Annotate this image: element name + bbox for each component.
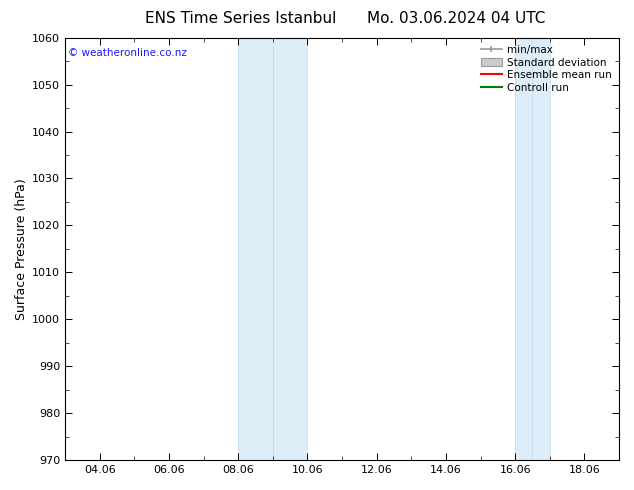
Text: ENS Time Series Istanbul: ENS Time Series Istanbul <box>145 11 337 26</box>
Bar <box>533 38 550 460</box>
Text: Mo. 03.06.2024 04 UTC: Mo. 03.06.2024 04 UTC <box>367 11 546 26</box>
Bar <box>515 38 533 460</box>
Text: © weatheronline.co.nz: © weatheronline.co.nz <box>68 48 187 58</box>
Bar <box>273 38 307 460</box>
Bar <box>238 38 273 460</box>
Y-axis label: Surface Pressure (hPa): Surface Pressure (hPa) <box>15 178 28 320</box>
Legend: min/max, Standard deviation, Ensemble mean run, Controll run: min/max, Standard deviation, Ensemble me… <box>479 43 614 95</box>
